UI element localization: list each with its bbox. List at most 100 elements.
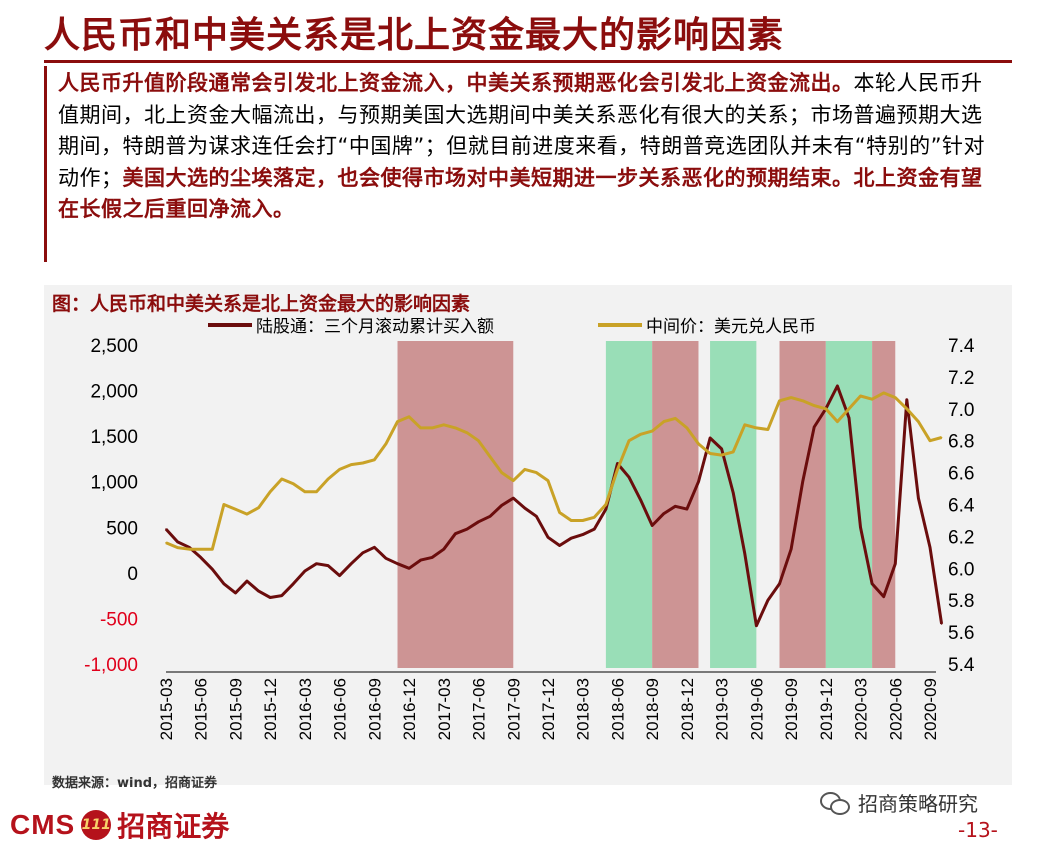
data-point-flow [859, 526, 862, 529]
cms-logo: CMS 111 招商证券 [10, 805, 229, 845]
data-point-cny [269, 490, 272, 493]
data-point-cny [674, 417, 677, 420]
data-point-cny [929, 439, 931, 442]
data-point-flow [639, 499, 642, 501]
data-point-flow [894, 562, 897, 565]
left-axis-tick-label: 2,500 [90, 336, 138, 357]
data-point-flow [605, 508, 607, 510]
data-point-cny [767, 428, 769, 431]
data-point-flow [385, 557, 387, 560]
right-axis-tick-label: 5.6 [948, 623, 974, 644]
data-point-flow [593, 528, 596, 530]
data-point-flow [790, 548, 792, 550]
data-point-cny [663, 420, 665, 423]
x-axis-tick-label: 2015-12 [261, 678, 280, 740]
data-point-cny [720, 454, 723, 456]
data-point-cny [281, 478, 283, 480]
data-point-cny [188, 548, 190, 550]
x-axis-tick-label: 2020-06 [886, 678, 905, 740]
data-point-flow [744, 552, 746, 555]
x-axis-tick-label: 2018-09 [643, 678, 662, 740]
right-axis-tick-label: 6.0 [948, 559, 974, 580]
data-point-flow [663, 512, 665, 515]
data-point-flow [269, 596, 272, 599]
shaded-band-green [825, 341, 873, 668]
x-axis-tick-label: 2015-03 [157, 678, 176, 740]
data-point-cny [882, 392, 885, 394]
data-point-flow [362, 552, 364, 554]
chart-title: 图：人民币和中美关系是北上资金最大的影响因素 [52, 293, 471, 315]
data-point-flow [570, 537, 572, 539]
series-line-flow [164, 384, 944, 628]
data-point-flow [547, 536, 549, 539]
data-point-cny [315, 490, 318, 493]
data-point-flow [304, 570, 306, 572]
data-point-cny [373, 459, 376, 461]
data-point-flow [350, 562, 353, 565]
data-point-flow [419, 559, 422, 561]
data-point-cny [744, 424, 746, 426]
paragraph-conclusion: 美国大选的尘埃落定，也会使得市场对中美短期进一步关系恶化的预期结束。北上资金有望… [58, 165, 983, 222]
right-axis-tick-label: 7.2 [948, 368, 974, 389]
legend-flow-swatch [208, 322, 252, 327]
x-axis-tick-label: 2018-12 [678, 678, 697, 740]
right-axis-tick-label: 6.2 [948, 527, 974, 548]
data-point-cny [246, 513, 248, 515]
data-point-cny [443, 424, 445, 426]
data-point-cny [593, 516, 596, 519]
data-point-cny [199, 548, 202, 550]
data-point-flow [929, 546, 931, 549]
data-point-cny [419, 427, 422, 429]
left-axis-tick-label: 0 [127, 564, 138, 585]
right-axis-tick-label: 7.0 [948, 400, 974, 421]
data-point-cny [732, 451, 734, 453]
paragraph-accent-bar [44, 66, 47, 262]
data-point-flow [292, 583, 295, 585]
x-axis-tick-label: 2017-03 [435, 678, 454, 740]
data-point-cny [570, 519, 572, 522]
x-axis-tick-label: 2016-12 [400, 678, 419, 740]
x-axis-tick-label: 2017-09 [504, 678, 523, 740]
shaded-band-green [605, 341, 653, 668]
legend-flow: 陆股通：三个月滚动累计买入额 [208, 312, 494, 337]
data-point-cny [362, 462, 364, 464]
data-point-cny [906, 408, 908, 410]
shaded-band-red [652, 341, 699, 668]
data-point-flow [176, 541, 179, 543]
left-axis-tick-label: -1,000 [84, 655, 138, 676]
x-axis-tick-label: 2016-03 [296, 678, 315, 740]
series-line-cny [165, 391, 942, 551]
data-point-flow [246, 580, 248, 582]
shaded-band-red [397, 341, 514, 668]
data-point-cny [396, 420, 399, 423]
summary-paragraph: 人民币升值阶段通常会引发北上资金流入，中美关系预期恶化会引发北上资金流出。本轮人… [58, 68, 1003, 226]
data-point-cny [489, 455, 491, 458]
data-point-cny [176, 546, 179, 549]
data-point-cny [211, 548, 214, 550]
data-point-cny [836, 420, 839, 423]
data-point-cny [338, 468, 341, 471]
x-axis-tick-label: 2020-09 [921, 678, 940, 740]
data-point-cny [477, 439, 480, 442]
right-axis-tick-label: 5.4 [948, 655, 975, 676]
data-point-cny [304, 490, 306, 493]
data-point-cny [385, 443, 387, 445]
data-point-flow [466, 528, 468, 530]
data-point-flow [443, 548, 445, 550]
x-axis-tick-label: 2017-06 [470, 678, 489, 740]
x-axis-tick-label: 2017-12 [539, 678, 558, 740]
data-point-cny [292, 483, 295, 485]
data-point-flow [165, 528, 167, 530]
data-point-flow [709, 437, 711, 439]
data-point-flow [477, 521, 480, 523]
data-point-cny [778, 400, 781, 402]
title-divider [44, 60, 1012, 63]
data-point-flow [813, 426, 815, 428]
right-axis-tick-label: 5.8 [948, 591, 974, 612]
data-point-flow [558, 544, 561, 547]
data-point-cny [686, 427, 688, 429]
legend-flow-label: 陆股通：三个月滚动累计买入额 [256, 317, 494, 337]
right-axis-tick-label: 6.8 [948, 432, 974, 453]
data-point-flow [871, 583, 873, 585]
x-axis-tick-label: 2019-03 [713, 678, 732, 740]
